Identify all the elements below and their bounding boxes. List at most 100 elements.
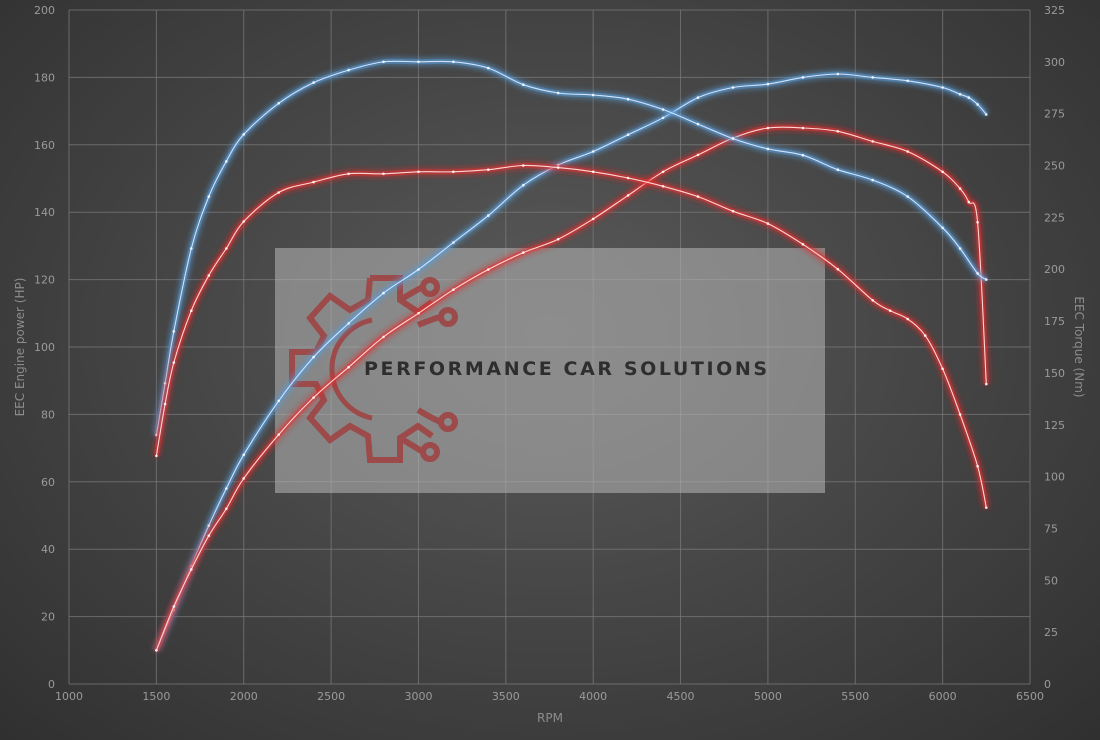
data-point-torque-modified-17 [626, 97, 630, 101]
data-point-torque-modified-0 [155, 433, 158, 437]
data-point-power-modified-15 [591, 150, 595, 153]
data-point-torque-modified-1 [163, 382, 167, 385]
data-point-torque-original-31 [985, 506, 988, 510]
data-point-torque-original-12 [452, 170, 455, 174]
data-point-power-original-6 [277, 433, 281, 436]
data-point-torque-modified-8 [312, 81, 315, 84]
data-point-torque-original-25 [888, 309, 892, 313]
data-point-torque-modified-2 [172, 330, 176, 333]
data-point-power-modified-23 [871, 76, 874, 79]
series-torque-original [153, 162, 989, 510]
y-left-tick-label-5: 100 [34, 341, 55, 354]
data-point-torque-modified-16 [591, 93, 595, 97]
data-point-torque-modified-3 [190, 247, 193, 250]
y-left-tick-label-3: 60 [41, 476, 55, 489]
data-point-torque-modified-9 [347, 68, 350, 72]
y-right-tick-label-13: 325 [1044, 4, 1065, 17]
data-point-torque-modified-12 [452, 60, 455, 64]
y-left-tick-label-6: 120 [34, 274, 55, 287]
data-point-torque-modified-21 [766, 147, 770, 151]
data-point-torque-modified-18 [661, 108, 665, 111]
y-right-tick-label-2: 50 [1044, 574, 1058, 587]
data-point-power-original-13 [522, 251, 525, 254]
data-point-torque-original-27 [923, 334, 927, 337]
data-point-power-original-17 [661, 170, 665, 174]
y-left-tick-label-7: 140 [34, 206, 55, 219]
data-point-power-modified-24 [906, 79, 909, 83]
data-point-power-modified-27 [967, 96, 971, 99]
y-axis-left-title: EEC Engine power (HP) [13, 278, 27, 417]
data-point-power-original-14 [556, 237, 560, 241]
x-tick-label-2: 2000 [230, 690, 258, 703]
data-point-power-original-8 [347, 365, 350, 369]
data-point-power-original-2 [190, 568, 193, 571]
y-left-tick-label-4: 80 [41, 408, 55, 421]
series-layer [153, 58, 989, 652]
data-point-power-original-9 [382, 335, 385, 339]
data-point-power-original-27 [967, 200, 971, 204]
data-point-torque-original-24 [871, 299, 874, 302]
data-point-torque-original-23 [836, 267, 840, 271]
y-right-tick-label-6: 150 [1044, 367, 1065, 380]
data-point-torque-original-2 [172, 361, 176, 364]
y-left-tick-label-10: 200 [34, 4, 55, 17]
y-right-tick-label-10: 250 [1044, 160, 1065, 173]
data-point-torque-modified-4 [207, 195, 211, 198]
data-point-torque-modified-25 [906, 195, 909, 198]
data-point-power-modified-12 [487, 214, 490, 217]
data-point-torque-original-26 [906, 317, 909, 321]
data-point-power-modified-11 [452, 241, 455, 244]
data-point-power-original-1 [172, 605, 176, 608]
data-point-torque-modified-14 [522, 83, 525, 86]
x-tick-label-4: 3000 [404, 690, 432, 703]
y-left-tick-label-2: 40 [41, 543, 55, 556]
data-point-torque-modified-28 [976, 272, 979, 275]
data-point-power-original-22 [836, 130, 840, 133]
data-point-power-modified-29 [985, 113, 988, 116]
y-right-tick-label-4: 100 [1044, 471, 1065, 484]
data-point-power-original-23 [871, 140, 874, 143]
data-point-power-original-10 [417, 312, 420, 315]
data-point-torque-modified-27 [958, 247, 962, 250]
data-point-power-original-0 [155, 649, 158, 652]
data-point-power-modified-28 [976, 103, 979, 106]
data-point-torque-modified-13 [487, 66, 490, 70]
data-point-power-modified-13 [522, 183, 525, 187]
data-point-power-original-20 [766, 126, 770, 130]
y-right-tick-label-1: 25 [1044, 626, 1058, 639]
x-axis-title: RPM [537, 711, 563, 725]
data-point-torque-original-1 [163, 402, 167, 406]
data-point-power-modified-16 [626, 133, 630, 136]
data-point-power-modified-21 [801, 76, 805, 79]
data-point-power-original-18 [696, 153, 700, 157]
data-point-torque-original-20 [731, 209, 735, 213]
data-point-torque-original-4 [207, 274, 211, 277]
data-point-torque-original-28 [941, 367, 944, 371]
data-point-torque-original-29 [958, 413, 962, 416]
x-tick-label-3: 2500 [317, 690, 345, 703]
data-point-power-modified-4 [225, 487, 228, 490]
x-tick-label-8: 5000 [754, 690, 782, 703]
x-tick-label-5: 3500 [492, 690, 520, 703]
data-point-torque-original-3 [190, 309, 193, 313]
y-right-tick-label-0: 0 [1044, 678, 1051, 691]
data-point-power-original-25 [941, 170, 944, 174]
series-power-original [154, 124, 989, 652]
data-point-power-original-4 [225, 507, 228, 511]
y-right-tick-label-5: 125 [1044, 419, 1065, 432]
data-point-power-modified-17 [661, 116, 665, 120]
data-point-torque-original-7 [277, 191, 281, 194]
watermark: PERFORMANCE CAR SOLUTIONS [275, 248, 825, 493]
series-power-modified [154, 71, 989, 652]
data-point-torque-modified-29 [985, 278, 988, 281]
data-point-torque-modified-26 [941, 226, 944, 230]
data-point-power-modified-22 [836, 72, 840, 76]
y-left-tick-label-8: 160 [34, 139, 55, 152]
data-point-torque-original-6 [242, 220, 245, 223]
y-right-tick-label-9: 225 [1044, 211, 1065, 224]
data-point-torque-modified-20 [731, 137, 735, 140]
y-axis-right-title: EEC Torque (Nm) [1072, 296, 1086, 397]
data-point-power-original-29 [985, 382, 988, 386]
